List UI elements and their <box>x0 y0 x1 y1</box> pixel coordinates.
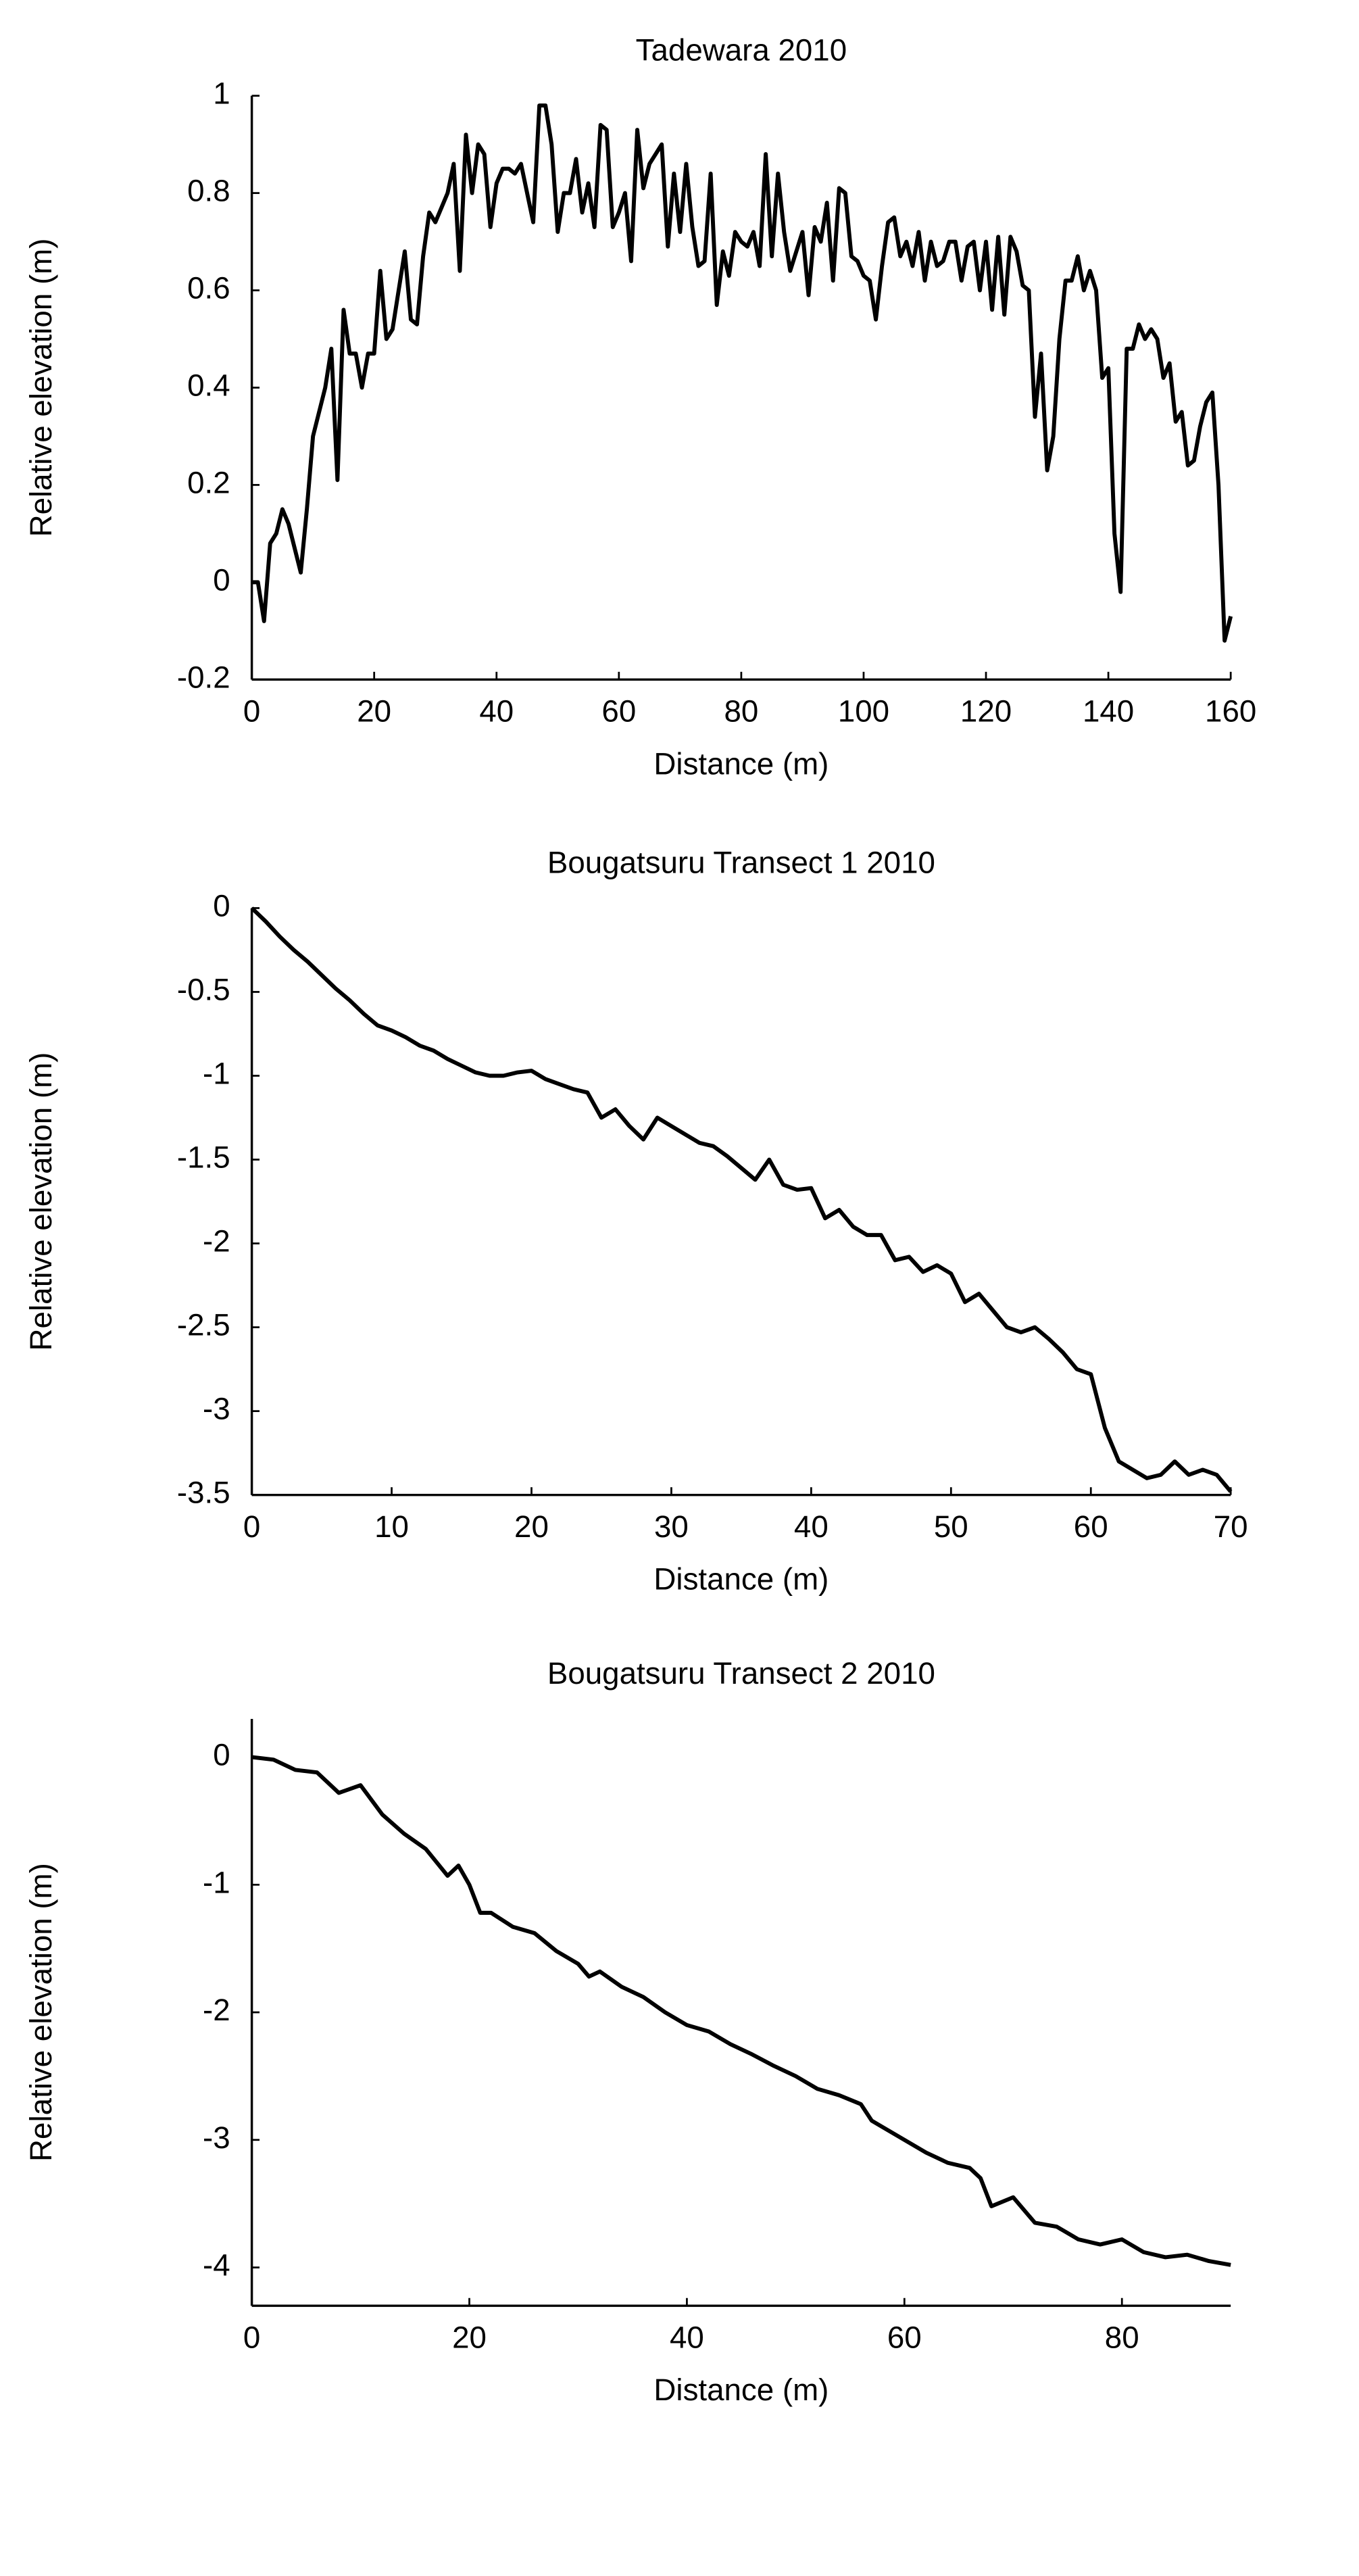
x-tick-label: 10 <box>374 1509 409 1544</box>
x-tick-label: 100 <box>838 694 889 729</box>
x-tick-label: 40 <box>670 2320 704 2354</box>
x-tick-label: 60 <box>601 694 636 729</box>
x-tick-label: 60 <box>887 2320 922 2354</box>
x-tick-label: 80 <box>1105 2320 1139 2354</box>
x-tick-label: 60 <box>1074 1509 1108 1544</box>
y-tick-label: 0 <box>213 562 230 597</box>
data-line <box>251 103 1233 643</box>
x-tick-label: 50 <box>934 1509 968 1544</box>
y-tick-label: 1 <box>213 76 230 111</box>
y-tick-label: 0.4 <box>187 368 230 403</box>
y-axis-label: Relative elevation (m) <box>24 1052 58 1351</box>
x-axis-label: Distance (m) <box>653 746 829 781</box>
x-tick-label: 20 <box>452 2320 487 2354</box>
x-tick-label: 20 <box>514 1509 549 1544</box>
data-line <box>251 1755 1231 2267</box>
y-tick-label: -3 <box>203 2120 230 2155</box>
x-axis-label: Distance (m) <box>653 1562 829 1597</box>
chart-title: Bougatsuru Transect 2 2010 <box>547 1656 935 1691</box>
y-axis-label: Relative elevation (m) <box>24 239 58 537</box>
x-tick-label: 0 <box>243 2320 260 2354</box>
y-tick-label: 0 <box>213 889 230 923</box>
y-tick-label: 0.6 <box>187 271 230 306</box>
x-axis-label: Distance (m) <box>653 2373 829 2407</box>
y-tick-label: -3 <box>203 1392 230 1426</box>
y-tick-label: -2 <box>203 1993 230 2027</box>
y-tick-label: 0 <box>213 1738 230 1772</box>
y-tick-label: -0.2 <box>177 660 230 694</box>
x-tick-label: 0 <box>243 694 260 729</box>
y-tick-label: 0.2 <box>187 465 230 500</box>
y-tick-label: -0.5 <box>177 973 230 1007</box>
x-tick-label: 20 <box>357 694 391 729</box>
x-tick-label: 140 <box>1083 694 1134 729</box>
y-tick-label: -3.5 <box>177 1476 230 1510</box>
chart-title: Bougatsuru Transect 1 2010 <box>547 846 935 880</box>
x-tick-label: 0 <box>243 1509 260 1544</box>
y-tick-label: -2 <box>203 1224 230 1259</box>
data-line <box>250 906 1233 1493</box>
x-tick-label: 40 <box>479 694 514 729</box>
y-tick-label: -4 <box>203 2248 230 2283</box>
y-tick-label: -1.5 <box>177 1140 230 1175</box>
x-tick-label: 70 <box>1214 1509 1248 1544</box>
x-tick-label: 120 <box>960 694 1012 729</box>
y-axis-label: Relative elevation (m) <box>24 1863 58 2162</box>
y-tick-label: -1 <box>203 1865 230 1899</box>
x-tick-label: 40 <box>794 1509 829 1544</box>
y-tick-label: 0.8 <box>187 174 230 208</box>
y-tick-label: -2.5 <box>177 1308 230 1342</box>
x-tick-label: 160 <box>1205 694 1256 729</box>
x-tick-label: 30 <box>654 1509 689 1544</box>
chart-title: Tadewara 2010 <box>636 33 847 68</box>
y-tick-label: -1 <box>203 1056 230 1091</box>
x-tick-label: 80 <box>724 694 758 729</box>
